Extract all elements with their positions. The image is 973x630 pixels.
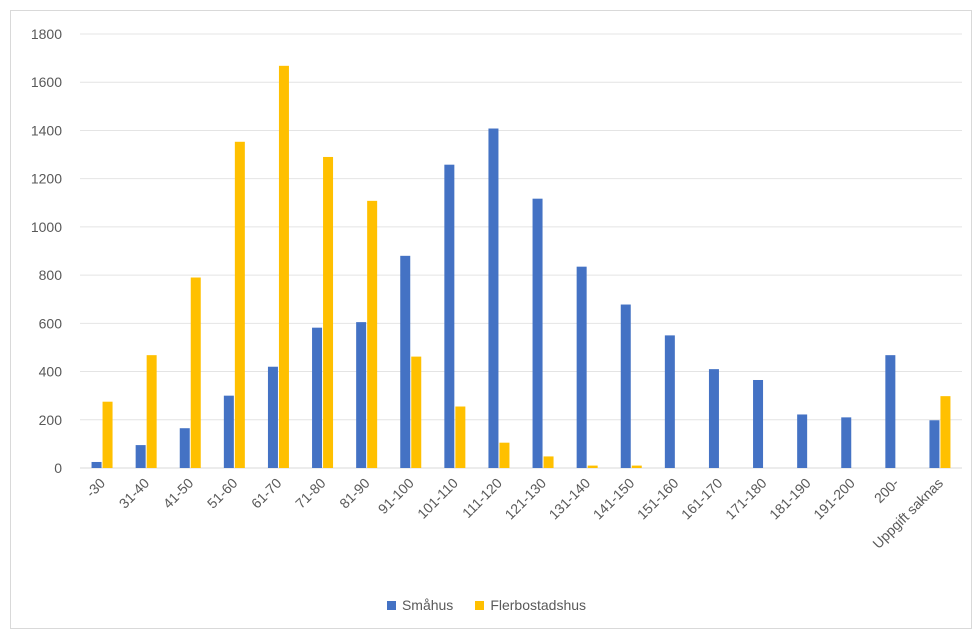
bar-flerbostadshus (278, 65, 289, 469)
bar-smahus (179, 428, 190, 468)
x-tick-label: 121-130 (502, 475, 550, 523)
x-tick-label: 51-60 (204, 475, 241, 512)
bar-flerbostadshus (411, 356, 422, 468)
bar-smahus (929, 420, 940, 468)
x-tick-label: 141-150 (590, 475, 638, 523)
x-tick-label: 200- (871, 475, 902, 506)
legend: Småhus Flerbostadshus (0, 597, 973, 613)
y-tick-label: 1200 (31, 171, 62, 187)
x-tick-label: 61-70 (248, 475, 285, 512)
bar-smahus (576, 266, 587, 468)
bar-smahus (488, 128, 499, 468)
bar-flerbostadshus (940, 396, 951, 468)
legend-label-smahus: Småhus (401, 597, 454, 613)
x-tick-label: -30 (83, 475, 109, 501)
y-tick-label: 600 (39, 315, 63, 331)
bar-smahus (91, 461, 102, 468)
legend-item-smahus: Småhus (386, 597, 454, 613)
x-tick-label: 31-40 (116, 475, 153, 512)
y-tick-label: 1800 (31, 26, 62, 42)
x-tick-label: 81-90 (336, 475, 373, 512)
x-tick-label: 171-180 (722, 475, 770, 523)
legend-label-flerbostadshus: Flerbostadshus (490, 597, 587, 613)
bar-flerbostadshus (146, 355, 157, 468)
bar-flerbostadshus (455, 406, 466, 468)
x-tick-label: 111-120 (459, 475, 505, 521)
bar-smahus (664, 335, 675, 468)
y-axis-tick-labels: 0 200 400 600 800 1000 1200 1400 1600 1800 (31, 26, 62, 476)
x-tick-label: 71-80 (292, 475, 329, 512)
x-tick-label: 91-100 (375, 475, 417, 517)
x-tick-label: 131-140 (546, 475, 594, 523)
bar-flerbostadshus (102, 401, 113, 468)
x-tick-label: 161-170 (678, 475, 726, 523)
bar-flerbostadshus (323, 156, 334, 468)
bar-smahus (620, 304, 631, 468)
x-tick-label: 101-110 (414, 475, 461, 522)
y-tick-label: 800 (39, 267, 63, 283)
bar-smahus (885, 355, 896, 468)
y-tick-label: 1600 (31, 74, 62, 90)
bar-smahus (444, 164, 455, 468)
y-tick-label: 1400 (31, 122, 62, 138)
x-tick-label: 191-200 (810, 475, 858, 523)
y-tick-label: 200 (39, 412, 63, 428)
bars (91, 65, 951, 469)
y-tick-label: 0 (54, 460, 62, 476)
bar-smahus (708, 369, 719, 468)
x-tick-label: 181-190 (766, 475, 814, 523)
bar-smahus (841, 417, 852, 468)
bar-flerbostadshus (234, 141, 245, 468)
bar-smahus (400, 255, 411, 468)
gridlines (80, 33, 962, 469)
legend-item-flerbostadshus: Flerbostadshus (475, 597, 586, 613)
bar-smahus (223, 395, 234, 468)
bar-flerbostadshus (587, 465, 598, 468)
bar-smahus (312, 327, 323, 468)
bar-smahus (753, 379, 764, 468)
bar-flerbostadshus (631, 465, 642, 468)
bar-smahus (356, 322, 367, 468)
bar-smahus (267, 366, 278, 468)
bar-smahus (135, 445, 146, 468)
bar-flerbostadshus (190, 277, 201, 468)
y-tick-label: 400 (39, 364, 63, 380)
bar-flerbostadshus (543, 456, 554, 468)
bar-smahus (797, 414, 808, 468)
x-axis-tick-labels: -30 31-40 41-50 51-60 61-70 71-80 81-90 91-1001… (83, 475, 947, 552)
legend-swatch-smahus (386, 600, 396, 610)
legend-swatch-flerbostadshus (475, 600, 485, 610)
x-tick-label: 151-160 (634, 475, 682, 523)
bar-flerbostadshus (499, 442, 510, 468)
x-tick-label: 41-50 (160, 475, 197, 512)
bar-flerbostadshus (367, 200, 378, 469)
bar-smahus (532, 198, 543, 468)
y-tick-label: 1000 (31, 219, 62, 235)
